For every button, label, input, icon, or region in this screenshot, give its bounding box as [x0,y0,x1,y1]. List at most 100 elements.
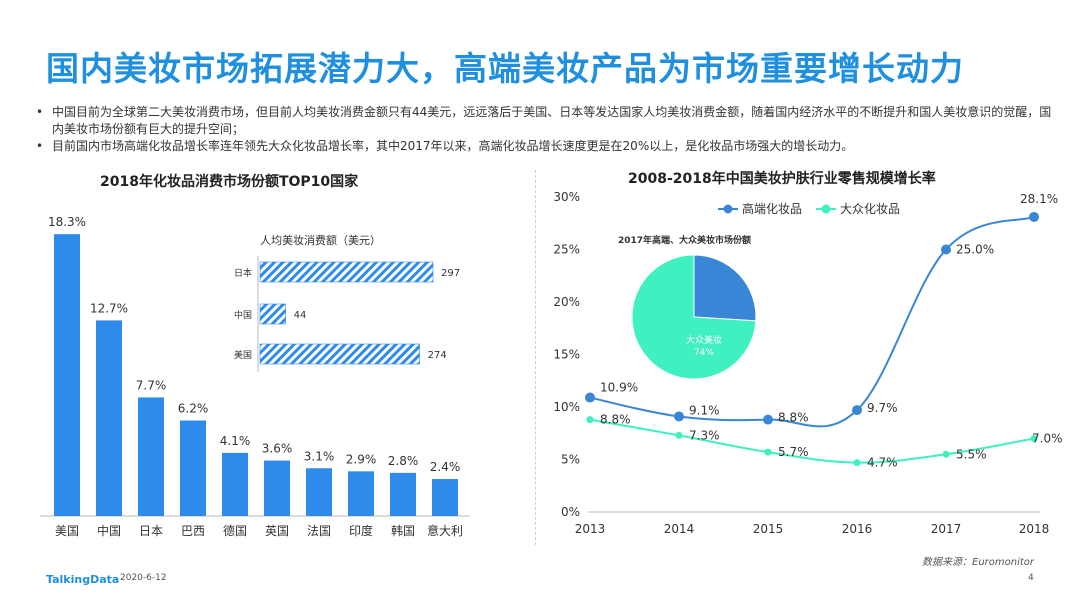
x-tick-4: 2017 [931,522,962,536]
bar-category-4: 德国 [223,523,247,538]
y-tick-0: 0% [561,505,580,519]
series-1-point-0 [586,416,594,424]
bar-chart: 18.3% 美国 12.7% 中国 7.7% 日本 6.2% 巴西 4.1% 德国 3.6% 英国 3.… [40,215,470,538]
bar-chart-title: 2018年化妆品消费市场份额TOP10国家 [100,174,359,190]
footer-date: 2020-6-12 [120,573,167,583]
series-1-point-4 [942,450,950,458]
series-0-point-1 [674,411,684,422]
x-tick-5: 2018 [1019,522,1050,536]
inset-title: 人均美妆消费额（美元） [260,233,381,247]
series-0-label-3: 9.7% [867,401,898,415]
series-0-point-5 [1029,211,1039,222]
inset-label-2: 274 [428,350,447,361]
inset-bar-2 [259,343,420,365]
bar-label-9: 2.4% [430,460,461,474]
bar-category-2: 日本 [139,524,163,538]
source-note: 数据来源：Euromonitor [922,557,1035,568]
y-tick-4: 20% [553,295,580,309]
x-tick-1: 2014 [664,522,695,536]
series-0-label-0: 10.9% [600,381,638,395]
series-1-point-1 [675,431,683,439]
pie-title: 2017年高端、大众美妆市场份额 [618,234,751,246]
bar-8 [390,472,416,516]
bar-category-1: 中国 [97,523,121,538]
pie-slice-1 [631,254,757,380]
bar-4 [222,452,248,516]
y-tick-3: 15% [553,348,580,362]
series-1-label-3: 4.7% [867,456,898,470]
series-line-1 [589,418,1035,464]
talkingdata-logo: TalkingData [46,573,120,586]
series-0-label-5: 28.1% [1020,192,1058,206]
series-1-label-0: 8.8% [600,413,631,427]
y-tick-2: 10% [553,400,580,414]
y-tick-5: 25% [553,243,580,257]
y-tick-1: 5% [561,453,580,467]
series-0-label-2: 8.8% [778,411,809,425]
bar-label-6: 3.1% [304,449,335,463]
inset-category-1: 中国 [234,309,252,321]
series-0-label-4: 25.0% [956,243,994,257]
bar-label-2: 7.7% [136,378,167,392]
bar-2 [138,397,164,516]
legend-marker-0 [723,204,733,214]
series-1-label-4: 5.5% [956,447,987,461]
bullet-marker: • [36,105,44,119]
chart-divider [535,170,536,545]
series-0-point-2 [763,414,773,425]
bar-category-3: 巴西 [181,524,205,538]
bullet-marker: • [36,139,44,153]
bar-category-0: 美国 [55,524,79,538]
inset-bar-1 [259,303,286,325]
inset-category-0: 日本 [234,267,252,279]
bar-category-5: 英国 [265,524,289,538]
series-0-label-1: 9.1% [689,403,720,417]
series-1-point-3 [853,459,861,467]
legend-marker-1 [821,204,831,214]
series-1-label-2: 5.7% [778,445,809,459]
bar-label-3: 6.2% [178,402,209,416]
legend-label-0: 高端化妆品 [742,201,802,216]
bar-category-9: 意大利 [427,523,463,538]
series-0-point-3 [852,405,862,416]
page-number: 4 [1028,573,1034,583]
series-1-point-2 [764,448,772,456]
bullet-text-1: 中国目前为全球第二大美妆消费市场，但目前人均美妆消费金额只有44美元，远远落后于… [52,105,1052,136]
bullet-item-1: • 中国目前为全球第二大美妆消费市场，但目前人均美妆消费金额只有44美元，远远落后… [30,104,1060,138]
bar-9 [432,479,458,516]
bar-category-8: 韩国 [391,523,415,538]
bullet-item-2: • 目前国内市场高端化妆品增长率连年领先大众化妆品增长率，其中2017年以来，高端… [30,138,1060,155]
bar-7 [348,471,374,516]
bar-label-7: 2.9% [346,452,377,466]
inset-label-1: 44 [294,310,307,321]
series-0-point-4 [941,244,951,255]
series-1-label-5: 7.0% [1032,432,1063,446]
series-1-point-5 [1030,435,1038,442]
bar-3 [180,420,206,516]
pie-slice-0 [693,254,757,322]
series-1-label-1: 7.3% [689,428,720,442]
series-0-point-0 [585,392,595,403]
bar-1 [96,320,122,516]
bar-0 [54,234,80,516]
bar-category-6: 法国 [307,524,331,538]
bar-6 [306,468,332,516]
bullet-text-2: 目前国内市场高端化妆品增长率连年领先大众化妆品增长率，其中2017年以来，高端化… [52,139,854,153]
bullet-list: • 中国目前为全球第二大美妆消费市场，但目前人均美妆消费金额只有44美元，远远落后… [30,104,1060,155]
bar-label-0: 18.3% [48,215,86,229]
pie-slice-name-1: 大众美妆 [686,334,722,346]
line-chart: 0% 5% 10% 15% 20% 25% 30% 2013 2014 2015 2016 2017 2… [553,190,1063,536]
legend-label-1: 大众化妆品 [840,202,900,216]
bar-label-5: 3.6% [262,442,293,456]
page-title: 国内美妆市场拓展潜力大，高端美妆产品为市场重要增长动力 [46,49,964,88]
pie-slice-label-1: 74% [694,348,714,358]
inset-category-2: 美国 [234,349,252,361]
bar-category-7: 印度 [349,523,373,538]
bar-label-1: 12.7% [90,301,128,315]
y-tick-6: 30% [553,190,580,204]
bar-label-8: 2.8% [388,454,419,468]
inset-bar-0 [259,261,434,283]
x-tick-3: 2016 [842,522,873,536]
x-tick-2: 2015 [753,522,784,536]
line-chart-title: 2008-2018年中国美妆护肤行业零售规模增长率 [628,171,936,187]
